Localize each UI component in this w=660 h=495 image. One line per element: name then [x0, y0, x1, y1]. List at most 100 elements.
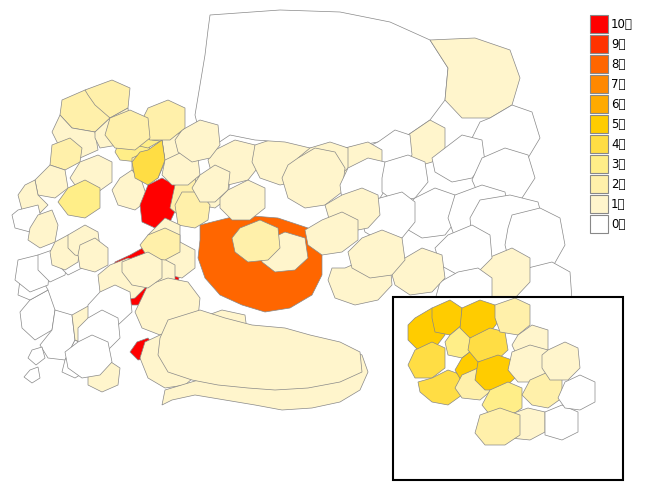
Polygon shape: [148, 108, 182, 142]
Bar: [590, 175, 608, 193]
Polygon shape: [62, 340, 90, 378]
Bar: [590, 195, 608, 213]
Polygon shape: [40, 310, 75, 360]
Text: 3件: 3件: [611, 157, 626, 170]
Polygon shape: [98, 258, 148, 302]
Polygon shape: [72, 305, 108, 348]
Polygon shape: [122, 252, 162, 288]
Polygon shape: [402, 188, 458, 238]
Polygon shape: [195, 310, 248, 360]
Polygon shape: [448, 185, 510, 245]
Polygon shape: [28, 347, 45, 365]
Polygon shape: [78, 238, 108, 272]
Text: 6件: 6件: [611, 98, 626, 110]
Polygon shape: [130, 118, 162, 148]
Polygon shape: [60, 90, 110, 132]
Polygon shape: [18, 180, 48, 215]
Polygon shape: [15, 255, 50, 292]
Polygon shape: [195, 10, 448, 148]
Text: 1件: 1件: [611, 198, 626, 210]
Polygon shape: [38, 248, 68, 282]
Polygon shape: [175, 120, 220, 162]
Polygon shape: [95, 108, 130, 148]
Polygon shape: [58, 180, 100, 218]
Polygon shape: [432, 300, 462, 335]
Polygon shape: [232, 220, 280, 262]
Polygon shape: [475, 355, 515, 390]
Polygon shape: [328, 142, 382, 182]
Polygon shape: [35, 165, 68, 198]
Polygon shape: [408, 308, 445, 350]
Polygon shape: [455, 348, 490, 382]
Polygon shape: [58, 240, 85, 275]
Text: 10件: 10件: [611, 17, 633, 31]
Polygon shape: [365, 130, 412, 172]
Polygon shape: [305, 212, 358, 255]
Bar: [590, 95, 608, 113]
Polygon shape: [472, 148, 535, 205]
Polygon shape: [50, 235, 80, 270]
Polygon shape: [260, 232, 308, 272]
Polygon shape: [360, 192, 415, 242]
Polygon shape: [432, 135, 485, 182]
Polygon shape: [482, 382, 522, 418]
Polygon shape: [68, 225, 100, 258]
Polygon shape: [158, 310, 362, 390]
Polygon shape: [195, 170, 230, 208]
Polygon shape: [162, 345, 368, 410]
Polygon shape: [325, 188, 380, 232]
Polygon shape: [12, 205, 42, 232]
Polygon shape: [138, 100, 185, 140]
Polygon shape: [70, 155, 112, 192]
Polygon shape: [112, 170, 148, 210]
Polygon shape: [142, 258, 175, 290]
Polygon shape: [112, 245, 180, 305]
Polygon shape: [472, 105, 540, 165]
Polygon shape: [298, 142, 348, 182]
Bar: [590, 55, 608, 73]
Polygon shape: [408, 342, 445, 378]
Polygon shape: [470, 195, 545, 262]
Bar: [590, 35, 608, 53]
Polygon shape: [130, 338, 155, 360]
Polygon shape: [18, 272, 48, 300]
Polygon shape: [140, 178, 178, 228]
Polygon shape: [140, 325, 208, 388]
Polygon shape: [140, 228, 180, 260]
Polygon shape: [445, 325, 475, 358]
Text: 7件: 7件: [611, 78, 626, 91]
Polygon shape: [435, 268, 492, 328]
Polygon shape: [132, 140, 165, 185]
Polygon shape: [88, 285, 132, 328]
Polygon shape: [382, 155, 428, 202]
Bar: [393, 297, 623, 480]
Text: 9件: 9件: [611, 38, 626, 50]
Polygon shape: [545, 405, 578, 440]
Polygon shape: [470, 248, 530, 302]
Polygon shape: [78, 310, 120, 352]
Polygon shape: [28, 210, 58, 248]
Polygon shape: [88, 358, 120, 392]
Bar: [590, 155, 608, 173]
Text: 0件: 0件: [611, 217, 626, 231]
Bar: [393, 297, 623, 480]
Polygon shape: [500, 408, 545, 440]
Text: 4件: 4件: [611, 138, 626, 150]
Polygon shape: [65, 335, 112, 378]
Polygon shape: [390, 248, 445, 295]
Polygon shape: [430, 38, 520, 118]
Polygon shape: [542, 342, 580, 380]
Polygon shape: [52, 115, 98, 158]
Polygon shape: [505, 208, 565, 275]
Polygon shape: [24, 367, 40, 383]
Bar: [590, 135, 608, 153]
Polygon shape: [175, 192, 210, 228]
Polygon shape: [85, 80, 130, 118]
Bar: [590, 115, 608, 133]
Polygon shape: [20, 290, 55, 340]
Polygon shape: [512, 325, 548, 360]
Polygon shape: [475, 408, 520, 445]
Polygon shape: [198, 215, 322, 312]
Polygon shape: [508, 345, 548, 382]
Polygon shape: [460, 300, 498, 338]
